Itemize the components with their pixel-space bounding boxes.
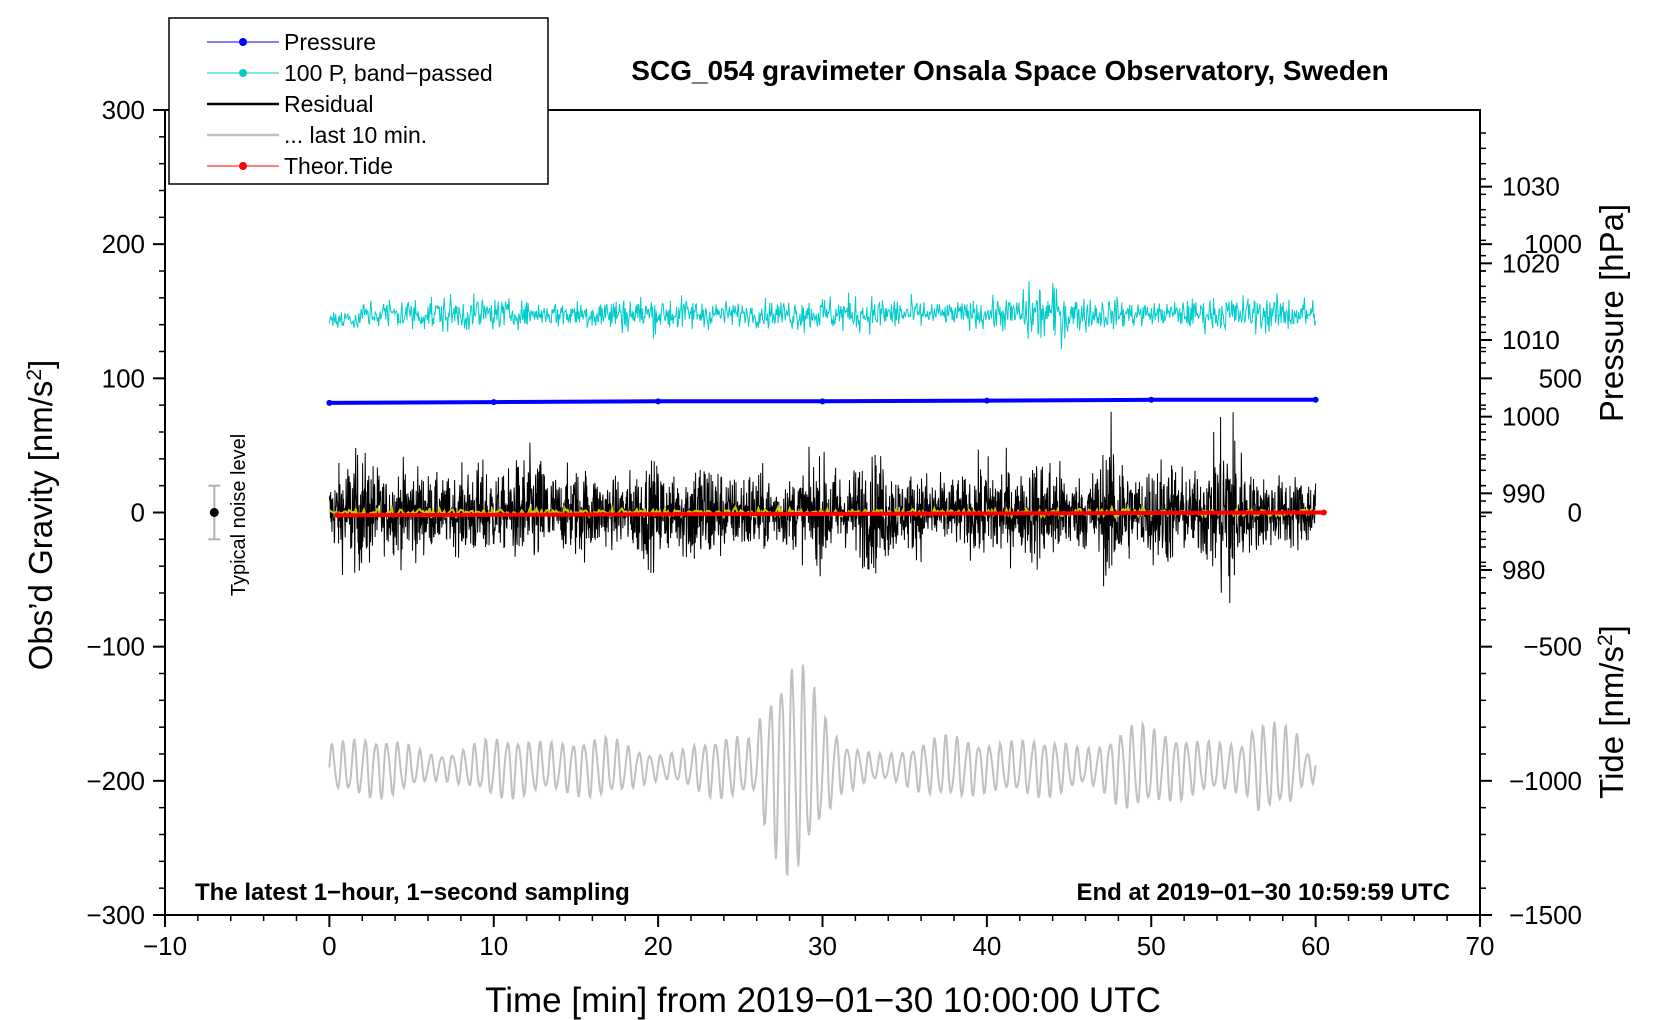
annotation-bottom-left: The latest 1−hour, 1−second sampling: [195, 879, 630, 906]
x-tick-label: 20: [644, 931, 673, 961]
pressure-point: [1312, 396, 1319, 403]
series-last-10-min: [328, 664, 1317, 876]
y-tick-label: −200: [86, 766, 145, 796]
y-tick-label: 100: [102, 363, 145, 393]
tide-point: [334, 512, 341, 519]
tide-tick-label: 1000: [1524, 229, 1582, 259]
series-band-passed-pressure: [328, 280, 1317, 350]
legend-box: [168, 17, 549, 185]
pressure-point: [326, 399, 333, 406]
pressure-tick-label: 1000: [1502, 402, 1560, 432]
tide-tick-label: −1500: [1509, 900, 1582, 930]
legend-label: Theor.Tide: [284, 153, 393, 179]
series-residual: [328, 411, 1317, 604]
legend-dot: [239, 38, 247, 46]
legend-label: 100 P, band−passed: [284, 60, 493, 86]
y-tick-label: −300: [86, 900, 145, 930]
pressure-tick-label: 1020: [1502, 248, 1560, 278]
chart-title: SCG_054 gravimeter Onsala Space Observat…: [631, 55, 1388, 86]
x-tick-label: 30: [808, 931, 837, 961]
x-tick-label: 50: [1137, 931, 1166, 961]
pressure-point: [1148, 396, 1155, 403]
pressure-point: [655, 398, 662, 405]
legend: Pressure 100 P, band−passed Residual ... la…: [168, 17, 549, 185]
noise-level-label: Typical noise level: [228, 434, 250, 596]
tide-tick-label: −1000: [1509, 766, 1582, 796]
legend-label: ... last 10 min.: [284, 122, 427, 148]
tide-tick-label: 0: [1568, 498, 1582, 528]
pressure-point: [490, 399, 497, 406]
legend-label: Residual: [284, 91, 374, 117]
tide-point: [1320, 509, 1327, 516]
x-tick-label: 60: [1301, 931, 1330, 961]
tide-tick-label: 500: [1539, 363, 1582, 393]
legend-label: Pressure: [284, 29, 376, 55]
x-axis-label: Time [min] from 2019−01−30 10:00:00 UTC: [485, 981, 1161, 1020]
x-tick-label: 40: [972, 931, 1001, 961]
y-tick-label: −100: [86, 632, 145, 662]
noise-point: [209, 508, 219, 517]
y-axis-label-gravity: Obs’d Gravity [nm/s2]: [22, 360, 59, 671]
y-axis-label-pressure: Pressure [hPa]: [1593, 204, 1630, 422]
legend-dot: [239, 162, 247, 170]
series-layer: [208, 280, 1327, 876]
y-axis-label-tide: Tide [nm/s2]: [1593, 625, 1630, 799]
y-tick-label: 200: [102, 229, 145, 259]
tide-tick-label: −500: [1523, 632, 1582, 662]
pressure-tick-label: 980: [1502, 555, 1545, 585]
x-tick-label: 0: [322, 931, 336, 961]
pressure-tick-label: 990: [1502, 478, 1545, 508]
y-tick-label: 300: [102, 95, 145, 125]
axes-layer: −10 0 10 20 30 40 50 60 703002001000−100−200−300…: [86, 95, 1582, 961]
x-tick-label: −10: [143, 931, 187, 961]
annotation-bottom-right: End at 2019−01−30 10:59:59 UTC: [1076, 879, 1450, 906]
x-tick-label: 10: [479, 931, 508, 961]
pressure-point: [819, 398, 826, 405]
legend-dot: [239, 69, 247, 77]
pressure-point: [983, 397, 990, 404]
y-tick-label: 0: [131, 498, 145, 528]
pressure-tick-label: 1010: [1502, 325, 1560, 355]
x-tick-label: 70: [1466, 931, 1495, 961]
pressure-tick-label: 1030: [1502, 172, 1560, 202]
series-theor-tide: [337, 510, 1324, 518]
